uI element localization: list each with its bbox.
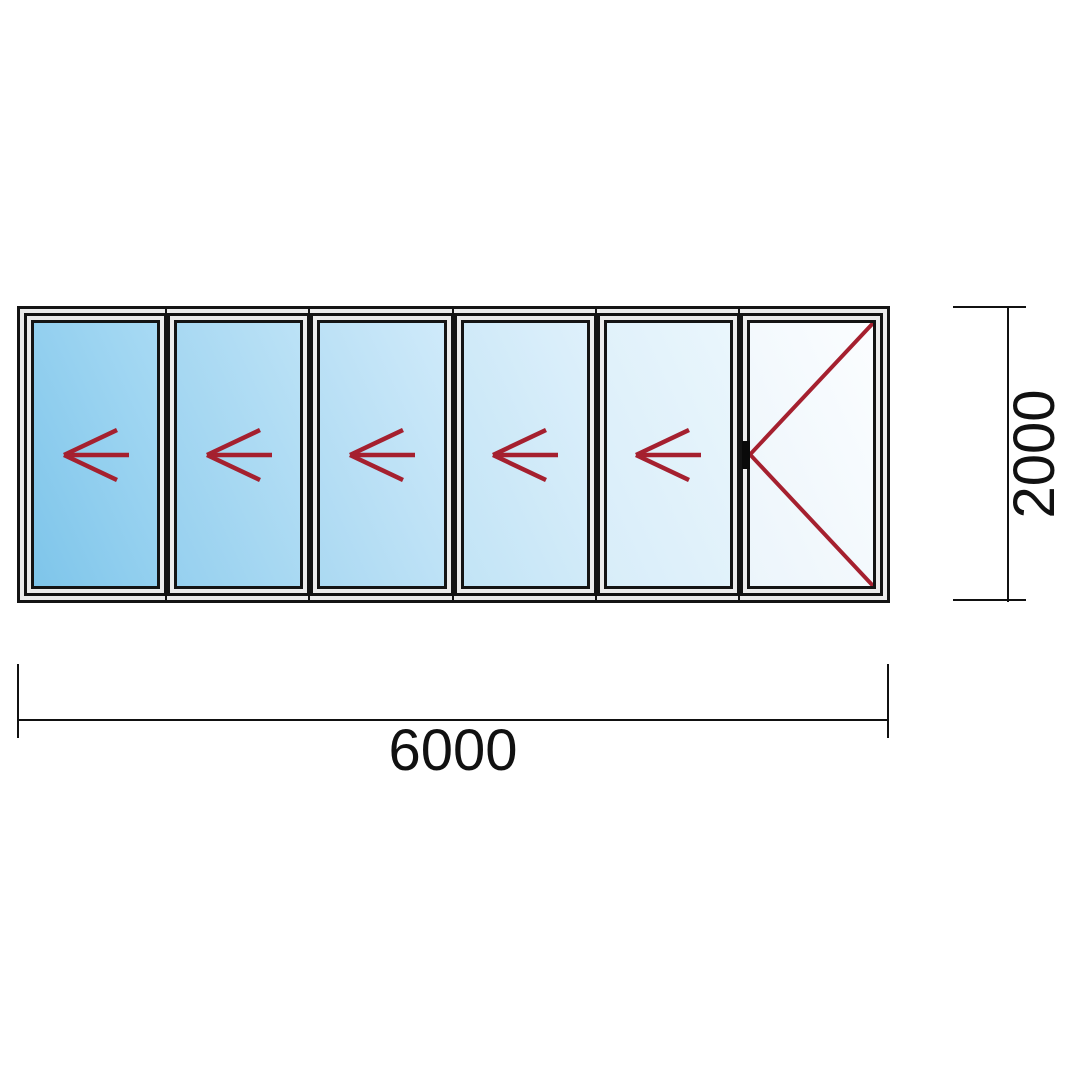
glass-pane [174,320,304,589]
door-handle [741,440,750,469]
glass-pane [317,320,447,589]
width-dimension-line [18,719,888,721]
glass-pane [460,320,590,589]
panel-2-fold-left [165,306,311,603]
panel-row [24,306,884,603]
panel-1-fold-left [24,313,168,596]
width-dimension-label: 6000 [388,718,518,783]
fold-left-arrow-icon [492,427,559,482]
bifold-door-frame [17,306,890,603]
swing-open-icon [750,323,873,586]
fold-left-arrow-icon [205,427,272,482]
fold-left-arrow-icon [62,427,129,482]
height-dimension-label: 2000 [1002,389,1067,519]
panel-5-fold-left [594,306,740,603]
height-dimension-tick-top [953,306,1026,308]
panel-4-fold-left [451,306,597,603]
height-dimension-tick-bottom [953,599,1026,601]
width-dimension-tick-right [887,664,889,738]
glass-pane [746,320,877,589]
fold-left-arrow-icon [635,427,702,482]
glass-pane [603,320,733,589]
width-dimension-tick-left [17,664,19,738]
panel-3-fold-left [308,306,454,603]
fold-left-arrow-icon [348,427,415,482]
panel-6-swing-door [737,306,884,603]
glass-pane [31,320,161,589]
height-dimension-line [1007,306,1009,602]
